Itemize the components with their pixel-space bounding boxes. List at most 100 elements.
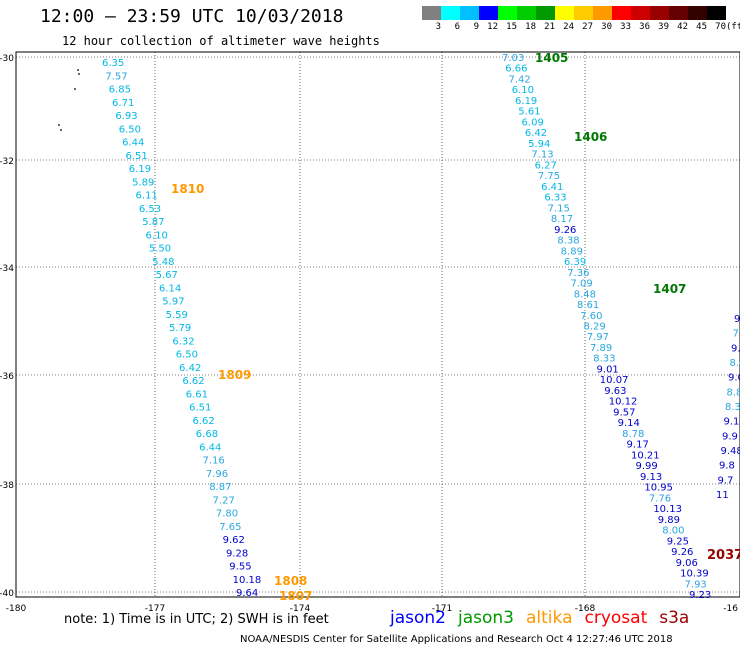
wave-height-value: 6.51 bbox=[189, 403, 211, 414]
pass-time-label: 1405 bbox=[535, 51, 568, 65]
wave-height-value: 9.23 bbox=[689, 590, 711, 601]
legend-swatch bbox=[631, 6, 650, 20]
wave-height-value: 10.39 bbox=[680, 569, 709, 580]
wave-height-value: 9.4 bbox=[731, 343, 740, 354]
legend-label: 12 bbox=[487, 22, 498, 32]
wave-height-value: 7 bbox=[733, 329, 739, 340]
wave-height-value: 5.79 bbox=[169, 323, 191, 334]
legend-label: 15 bbox=[506, 22, 517, 32]
wave-height-value: 6.27 bbox=[535, 160, 557, 171]
wave-height-value: 9.17 bbox=[627, 440, 649, 451]
wave-height-value: 10.13 bbox=[653, 504, 682, 515]
legend-swatch bbox=[555, 6, 574, 20]
legend-swatch bbox=[688, 6, 707, 20]
pass-time-label: 1809 bbox=[218, 368, 251, 382]
track-point bbox=[77, 69, 79, 71]
wave-height-value: 6.44 bbox=[122, 138, 144, 149]
wave-height-value: 6.93 bbox=[115, 111, 137, 122]
wave-height-value: 7.80 bbox=[216, 509, 238, 520]
wave-height-value: 5.87 bbox=[142, 217, 164, 228]
wave-height-value: 9.62 bbox=[223, 535, 245, 546]
wave-height-value: 7.57 bbox=[105, 71, 127, 82]
lon-tick-label: -168 bbox=[575, 604, 596, 614]
wave-height-value: 6.51 bbox=[125, 151, 147, 162]
satellite-label-altika: altika bbox=[526, 608, 573, 628]
lon-tick-label: -177 bbox=[145, 604, 165, 614]
satellite-label-s3a: s3a bbox=[659, 608, 690, 628]
wave-height-value: 9.99 bbox=[635, 461, 657, 472]
legend-swatch bbox=[612, 6, 631, 20]
wave-height-value: 6.41 bbox=[541, 182, 563, 193]
lon-tick-label: -180 bbox=[6, 604, 27, 614]
wave-height-value: 11 bbox=[716, 490, 729, 501]
legend-label: 42 bbox=[677, 22, 688, 32]
wave-height-value: 9.89 bbox=[658, 515, 680, 526]
wave-height-value: 7.27 bbox=[213, 495, 235, 506]
wave-height-value: 6.66 bbox=[505, 64, 527, 75]
wave-height-value: 6.11 bbox=[136, 191, 158, 202]
wave-height-value: 6.61 bbox=[186, 389, 208, 400]
wave-height-value: 8.48 bbox=[574, 289, 596, 300]
wave-height-value: 6.62 bbox=[182, 376, 204, 387]
wave-height-value: 10.95 bbox=[644, 483, 673, 494]
legend-swatch bbox=[498, 6, 517, 20]
wave-height-value: 9.06 bbox=[676, 558, 698, 569]
wave-height-value: 5.50 bbox=[149, 244, 171, 255]
wave-height-value: 8.17 bbox=[551, 214, 573, 225]
wave-height-value: 5.61 bbox=[518, 107, 540, 118]
wave-height-value: 6.33 bbox=[544, 193, 566, 204]
wave-height-value: 8.6 bbox=[730, 358, 740, 369]
wave-height-value: 5.89 bbox=[132, 177, 154, 188]
wave-height-value: 9.07 bbox=[728, 373, 740, 384]
lat-tick-label: -34 bbox=[0, 264, 14, 274]
wave-height-value: 9.7 bbox=[718, 475, 734, 486]
pass-time-label: 1808 bbox=[274, 574, 307, 588]
credit-line: NOAA/NESDIS Center for Satellite Applica… bbox=[240, 634, 673, 645]
satellite-label-jason3: jason3 bbox=[458, 608, 514, 628]
wave-height-value: 8.38 bbox=[557, 236, 579, 247]
legend-swatch bbox=[536, 6, 555, 20]
legend-swatch bbox=[593, 6, 612, 20]
wave-height-value: 8.78 bbox=[622, 429, 644, 440]
legend-swatch bbox=[441, 6, 460, 20]
lat-tick-label: -30 bbox=[0, 54, 14, 64]
wave-height-value: 7.16 bbox=[203, 456, 225, 467]
wave-height-value: 6.10 bbox=[146, 230, 168, 241]
wave-height-value: 7.42 bbox=[509, 74, 531, 85]
color-legend bbox=[422, 6, 726, 20]
wave-height-value: 10.07 bbox=[600, 375, 629, 386]
wave-height-value: 6.14 bbox=[159, 283, 181, 294]
wave-height-value: 7.93 bbox=[685, 579, 707, 590]
legend-swatch bbox=[574, 6, 593, 20]
wave-height-value: 8.87 bbox=[727, 387, 740, 398]
legend-swatch bbox=[422, 6, 441, 20]
wave-height-value: 5.97 bbox=[162, 297, 184, 308]
wave-height-value: 6.39 bbox=[564, 257, 586, 268]
wave-height-value: 9.48 bbox=[721, 446, 740, 457]
wave-height-value: 9.9 bbox=[722, 431, 738, 442]
legend-label: 3 bbox=[435, 22, 441, 32]
page-subtitle: 12 hour collection of altimeter wave hei… bbox=[62, 34, 380, 48]
wave-height-value: 9.64 bbox=[236, 588, 258, 599]
wave-height-value: 8.61 bbox=[577, 300, 599, 311]
map-frame bbox=[15, 51, 740, 598]
wave-height-value: 8.87 bbox=[209, 482, 231, 493]
wave-height-value: 6.62 bbox=[192, 416, 214, 427]
page-title: 12:00 – 23:59 UTC 10/03/2018 bbox=[40, 6, 344, 27]
wave-height-value: 7.65 bbox=[219, 522, 241, 533]
wave-height-value: 6.32 bbox=[172, 336, 194, 347]
wave-height-value: 6.35 bbox=[102, 58, 124, 69]
wave-height-value: 8.00 bbox=[662, 526, 684, 537]
legend-swatch bbox=[517, 6, 536, 20]
satellite-label-cryosat: cryosat bbox=[584, 608, 648, 628]
wave-height-value: 7.13 bbox=[531, 150, 553, 161]
wave-height-value: 6.68 bbox=[196, 429, 218, 440]
legend-swatch bbox=[669, 6, 688, 20]
legend-swatch bbox=[460, 6, 479, 20]
wave-height-value: 7.03 bbox=[502, 53, 524, 64]
legend-label: 6 bbox=[454, 22, 460, 32]
pass-time-label: 1406 bbox=[574, 130, 607, 144]
wave-height-value: 7.89 bbox=[590, 343, 612, 354]
legend-label: 24 bbox=[563, 22, 574, 32]
